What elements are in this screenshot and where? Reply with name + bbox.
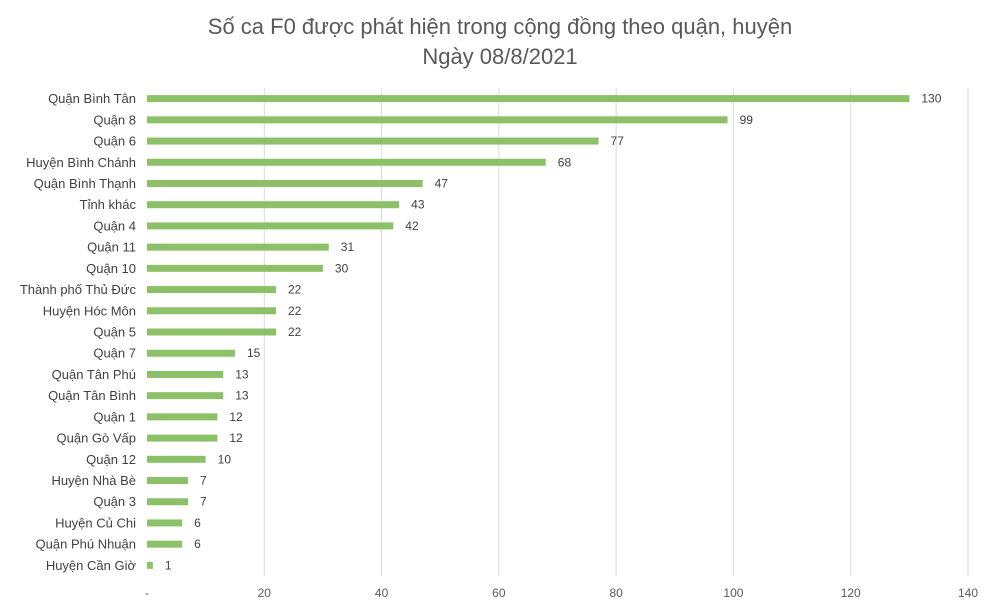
data-label: 15 [247,346,261,360]
x-tick-label: 60 [492,586,506,600]
x-tick-label: 120 [841,586,861,600]
bar [147,498,189,506]
data-label: 7 [200,474,207,488]
bar [147,540,183,548]
data-label: 13 [235,367,249,381]
category-label: Quận 12 [86,452,136,467]
data-label: 12 [229,431,243,445]
data-label: 6 [194,516,201,530]
category-label: Huyện Hóc Môn [43,303,136,318]
data-label: 22 [288,304,302,318]
bar [147,286,277,294]
data-label: 31 [341,240,355,254]
category-label: Quận 4 [93,218,136,233]
chart-subtitle: Ngày 08/8/2021 [422,44,577,69]
data-label: 68 [558,155,572,169]
x-tick-label: 80 [609,586,623,600]
data-label: 130 [921,92,941,106]
data-label: 77 [611,134,625,148]
bar [147,519,183,527]
bar [147,95,910,103]
bar [147,455,206,463]
category-label: Quận Tân Bình [48,388,136,403]
data-label: 12 [229,410,243,424]
data-label: 47 [435,176,449,190]
data-label: 6 [194,537,201,551]
category-label: Quận 11 [87,240,136,255]
bar [147,370,224,378]
data-label: 22 [288,283,302,297]
bar [147,434,218,442]
category-label: Quận 8 [93,112,136,127]
x-axis-ticks: - 20 40 60 80 100 120 140 [145,586,978,600]
x-tick-label: 100 [723,586,743,600]
value-labels: 1309977684743423130222222151313121210776… [165,92,942,573]
category-label: Huyện Bình Chánh [26,155,136,170]
category-label: Quận 3 [93,494,136,509]
category-label: Quận Phú Nhuận [36,537,136,552]
data-label: 42 [405,219,419,233]
bar [147,264,323,272]
category-label: Quận 7 [93,346,136,361]
category-label: Huyện Củ Chi [55,515,136,530]
bar [147,158,546,166]
category-label: Quận 6 [93,134,136,149]
category-label: Quận 5 [93,325,136,340]
category-labels: Quận Bình Tân Quận 8 Quận 6 Huyện Bình Chán… [20,91,137,573]
bar [147,179,423,187]
data-label: 1 [165,558,172,572]
data-label: 22 [288,325,302,339]
bar [147,413,218,421]
data-label: 13 [235,389,249,403]
bar [147,328,277,336]
category-label: Tỉnh khác [80,197,137,212]
x-tick-label: 40 [375,586,389,600]
data-label: 30 [335,261,349,275]
data-label: 7 [200,495,207,509]
bar [147,349,235,357]
x-tick-label: 20 [258,586,272,600]
x-tick-label: 140 [958,586,978,600]
category-label: Quận Bình Tân [48,91,136,106]
data-label: 99 [740,113,754,127]
x-tick-label: - [145,586,149,600]
bars [147,95,910,569]
gridlines [263,88,969,576]
data-label: 10 [218,452,232,466]
bar [147,116,728,124]
category-label: Thành phố Thủ Đức [20,282,137,297]
bar [147,307,277,315]
category-label: Huyện Cần Giờ [46,558,137,573]
bar [147,392,224,400]
chart-title: Số ca F0 được phát hiện trong cộng đồng … [208,14,792,39]
bar [147,222,394,230]
category-label: Quận Gò Vấp [57,431,137,446]
category-label: Quận 10 [86,261,136,276]
bar [147,243,329,251]
category-label: Quận 1 [93,409,136,424]
bar [147,561,153,569]
category-label: Quận Bình Thạnh [34,176,136,191]
bar [147,137,599,145]
data-label: 43 [411,198,425,212]
category-label: Huyện Nhà Bè [51,473,136,488]
bar [147,201,400,209]
bar [147,477,189,485]
category-label: Quận Tân Phú [52,367,136,382]
